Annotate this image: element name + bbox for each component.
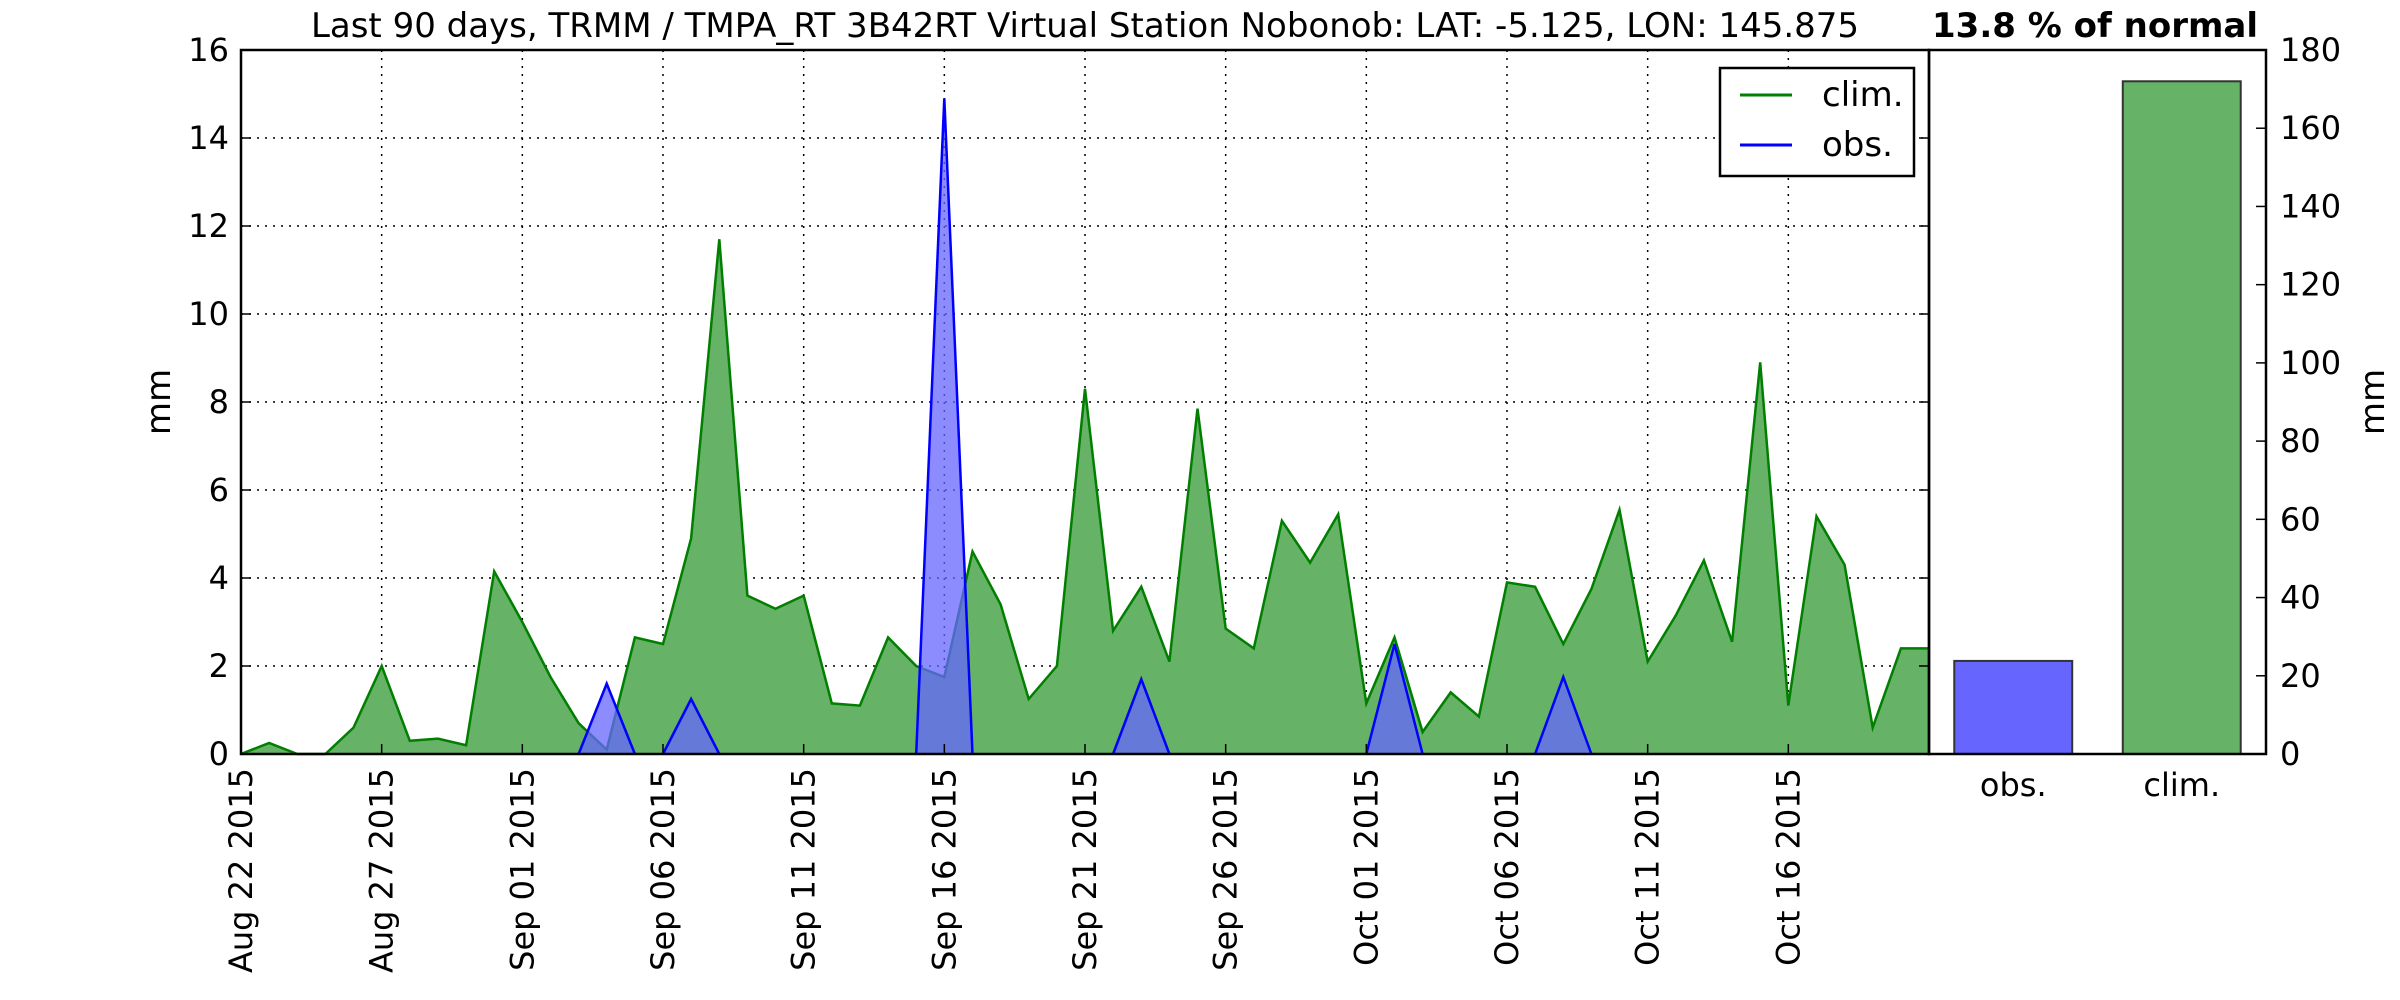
right-y-tick-label: 60 — [2280, 500, 2321, 538]
y-tick-label: 10 — [188, 295, 229, 333]
right-y-tick-label: 100 — [2280, 344, 2341, 382]
obs-area-fill — [1535, 677, 1592, 754]
obs-line — [661, 696, 721, 755]
left-y-axis: 0 2 4 6 8 10 12 14 16 — [188, 31, 1929, 773]
bar-clim — [2121, 80, 2242, 756]
percent-of-normal-label: 13.8 % of normal — [1932, 6, 2258, 46]
total-rainfall-panel: 0 20 40 60 80 100 120 140 160 180 obs. clim. mm — [1927, 31, 2393, 804]
x-tick-label: Sep 01 2015 — [503, 768, 541, 971]
right-y-tick-label: 40 — [2280, 579, 2321, 617]
y-tick-label: 2 — [209, 647, 229, 685]
bar-category-label: clim. — [2143, 766, 2220, 804]
bar-category-label: obs. — [1980, 766, 2047, 804]
x-axis-dates: Aug 22 2015 Aug 27 2015 Sep 01 2015 Sep 06 … — [222, 744, 1807, 973]
chart-title: Last 90 days, TRMM / TMPA_RT 3B42RT Virt… — [311, 6, 1859, 46]
y-tick-label: 8 — [209, 383, 229, 421]
right-y-tick-label: 0 — [2280, 735, 2300, 773]
legend-clim-label: clim. — [1822, 75, 1904, 115]
right-y-tick-label: 180 — [2280, 31, 2341, 69]
x-tick-label: Aug 22 2015 — [222, 768, 260, 973]
obs-area-fill — [1366, 644, 1423, 754]
legend-obs-label: obs. — [1822, 125, 1893, 165]
obs-area-fill — [578, 683, 635, 754]
right-y-tick-label: 20 — [2280, 657, 2321, 695]
right-x-axis: obs. clim. — [1980, 766, 2220, 804]
right-plot-frame — [1927, 48, 2268, 756]
obs-area-fill — [916, 98, 973, 754]
y-tick-label: 12 — [188, 207, 229, 245]
x-tick-label: Sep 21 2015 — [1066, 768, 1104, 971]
right-y-axis-label: mm — [2353, 369, 2393, 435]
x-tick-label: Oct 16 2015 — [1769, 768, 1807, 966]
total-bars — [1953, 80, 2242, 756]
right-y-tick-label: 120 — [2280, 266, 2341, 304]
obs-line — [577, 680, 637, 755]
x-tick-label: Sep 06 2015 — [644, 768, 682, 971]
bar-obs — [1953, 659, 2074, 755]
legend: clim. obs. — [1718, 66, 1916, 178]
x-tick-label: Oct 01 2015 — [1347, 768, 1385, 966]
y-tick-label: 0 — [209, 735, 229, 773]
clim-area-fill — [241, 239, 1929, 754]
clim-series — [240, 239, 1929, 756]
x-tick-label: Sep 26 2015 — [1207, 768, 1245, 971]
y-tick-label: 4 — [209, 559, 229, 597]
obs-line — [1365, 643, 1424, 755]
obs-series — [577, 98, 1593, 755]
right-y-tick-label: 140 — [2280, 187, 2341, 225]
obs-area-fill — [1113, 679, 1170, 754]
right-y-axis: 0 20 40 60 80 100 120 140 160 180 — [2256, 31, 2341, 773]
obs-line — [1533, 673, 1593, 755]
obs-area-fill — [663, 699, 720, 754]
legend-box — [1718, 66, 1916, 178]
y-tick-label: 16 — [188, 31, 229, 69]
obs-line — [1111, 675, 1171, 755]
x-tick-label: Aug 27 2015 — [363, 768, 401, 973]
left-y-axis-label: mm — [139, 369, 179, 435]
x-tick-label: Sep 11 2015 — [785, 768, 823, 971]
daily-rainfall-panel: 0 2 4 6 8 10 12 14 16 Aug 22 2015 Aug 27 2015 Sep … — [139, 31, 1931, 973]
x-tick-label: Sep 16 2015 — [925, 768, 963, 971]
x-tick-label: Oct 06 2015 — [1488, 768, 1526, 966]
obs-line — [914, 98, 974, 755]
right-y-tick-label: 80 — [2280, 422, 2321, 460]
y-tick-label: 14 — [188, 119, 229, 157]
y-tick-label: 6 — [209, 471, 229, 509]
x-tick-label: Oct 11 2015 — [1629, 768, 1667, 966]
right-y-tick-label: 160 — [2280, 109, 2341, 147]
clim-line — [240, 239, 1929, 756]
